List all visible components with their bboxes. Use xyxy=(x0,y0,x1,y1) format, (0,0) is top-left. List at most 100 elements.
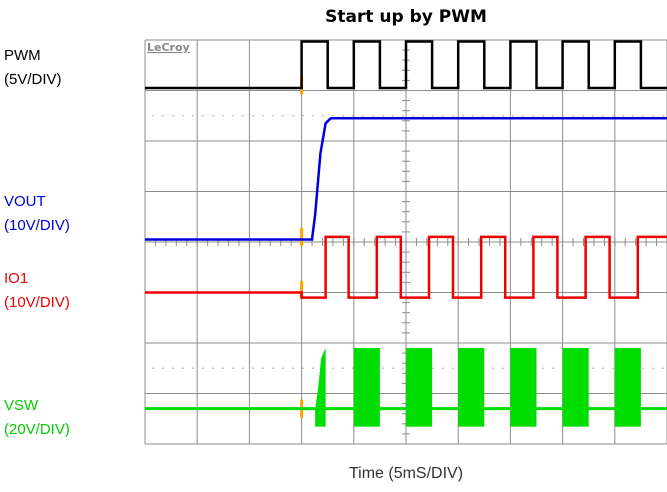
grid-dot xyxy=(152,367,154,369)
grid-dot xyxy=(572,115,574,117)
grid-dot xyxy=(162,367,164,369)
grid-dot xyxy=(202,367,204,369)
trigger-marker xyxy=(300,227,304,246)
pwm-scale: (5V/DIV) xyxy=(4,71,62,88)
grid-dot xyxy=(642,367,644,369)
grid-dot xyxy=(182,115,184,117)
grid-dot xyxy=(312,115,314,117)
grid-dot xyxy=(592,115,594,117)
grid-dot xyxy=(222,367,224,369)
grid-dot xyxy=(282,367,284,369)
grid-dot xyxy=(382,367,384,369)
grid-dot xyxy=(392,367,394,369)
io1-label: IO1 (10V/DIV) xyxy=(4,267,70,315)
grid-dot xyxy=(602,367,604,369)
grid-dot xyxy=(322,115,324,117)
vsw-name: VSW xyxy=(4,397,39,414)
grid-dot xyxy=(402,115,404,117)
grid-dot xyxy=(482,115,484,117)
grid-dot xyxy=(552,115,554,117)
grid-dot xyxy=(412,115,414,117)
grid-dot xyxy=(562,115,564,117)
pwm-label: PWM (5V/DIV) xyxy=(4,44,62,92)
grid-dot xyxy=(662,115,664,117)
io1-trace xyxy=(145,235,667,299)
grid-dot xyxy=(612,367,614,369)
grid-dot xyxy=(502,115,504,117)
grid-dot xyxy=(472,115,474,117)
grid-dot xyxy=(352,115,354,117)
grid-dot xyxy=(212,115,214,117)
grid-dot xyxy=(242,115,244,117)
grid-dot xyxy=(292,115,294,117)
grid-dot xyxy=(212,367,214,369)
grid-dot xyxy=(172,367,174,369)
vout-name: VOUT xyxy=(4,193,46,210)
grid-dot xyxy=(352,367,354,369)
grid-dot xyxy=(262,367,264,369)
grid-dot xyxy=(272,115,274,117)
grid-dot xyxy=(372,115,374,117)
grid-dot xyxy=(492,115,494,117)
grid-dot xyxy=(332,367,334,369)
grid-dot xyxy=(272,367,274,369)
grid-dot xyxy=(542,367,544,369)
grid-dot xyxy=(162,115,164,117)
grid-dot xyxy=(302,115,304,117)
grid-dot xyxy=(242,367,244,369)
grid-dot xyxy=(452,115,454,117)
grid-dot xyxy=(402,367,404,369)
vsw-burst xyxy=(353,348,380,427)
pwm-trace xyxy=(145,40,667,90)
grid-dot xyxy=(282,115,284,117)
grid-dot xyxy=(252,115,254,117)
grid-dot xyxy=(632,115,634,117)
grid-dot xyxy=(492,367,494,369)
grid-dot xyxy=(152,115,154,117)
grid-dot xyxy=(452,367,454,369)
grid-dot xyxy=(552,367,554,369)
grid-dot xyxy=(332,115,334,117)
grid-dot xyxy=(302,367,304,369)
grid-dot xyxy=(312,367,314,369)
vout-trace xyxy=(145,117,667,241)
grid-dot xyxy=(522,115,524,117)
grid-dot xyxy=(602,115,604,117)
grid-dot xyxy=(622,115,624,117)
grid-dot xyxy=(582,115,584,117)
grid-dot xyxy=(292,367,294,369)
vsw-burst xyxy=(458,348,485,427)
grid-dot xyxy=(342,115,344,117)
grid-dot xyxy=(432,367,434,369)
grid-dot xyxy=(542,115,544,117)
grid-dot xyxy=(592,367,594,369)
io1-name: IO1 xyxy=(4,270,29,287)
grid-dot xyxy=(262,115,264,117)
grid-dot xyxy=(612,115,614,117)
grid-dot xyxy=(192,115,194,117)
grid-dot xyxy=(422,115,424,117)
grid-dot xyxy=(432,115,434,117)
grid-dot xyxy=(462,115,464,117)
vsw-scale: (20V/DIV) xyxy=(4,421,70,438)
grid-dot xyxy=(232,115,234,117)
grid-dot xyxy=(172,115,174,117)
pwm-name: PWM xyxy=(4,47,41,64)
grid-dot xyxy=(532,115,534,117)
grid-dot xyxy=(362,115,364,117)
grid-dot xyxy=(652,367,654,369)
scope-traces xyxy=(145,40,667,427)
grid-dot xyxy=(222,115,224,117)
grid-dot xyxy=(442,115,444,117)
vsw-burst xyxy=(406,348,433,427)
grid-dot xyxy=(512,115,514,117)
grid-dot xyxy=(192,367,194,369)
vout-scale: (10V/DIV) xyxy=(4,217,70,234)
x-axis-label: Time (5mS/DIV) xyxy=(348,465,464,482)
vsw-label: VSW (20V/DIV) xyxy=(4,394,70,442)
grid-dot xyxy=(252,367,254,369)
chart-title: Start up by PWM xyxy=(325,7,487,27)
vsw-burst xyxy=(510,348,537,427)
grid-dot xyxy=(382,115,384,117)
